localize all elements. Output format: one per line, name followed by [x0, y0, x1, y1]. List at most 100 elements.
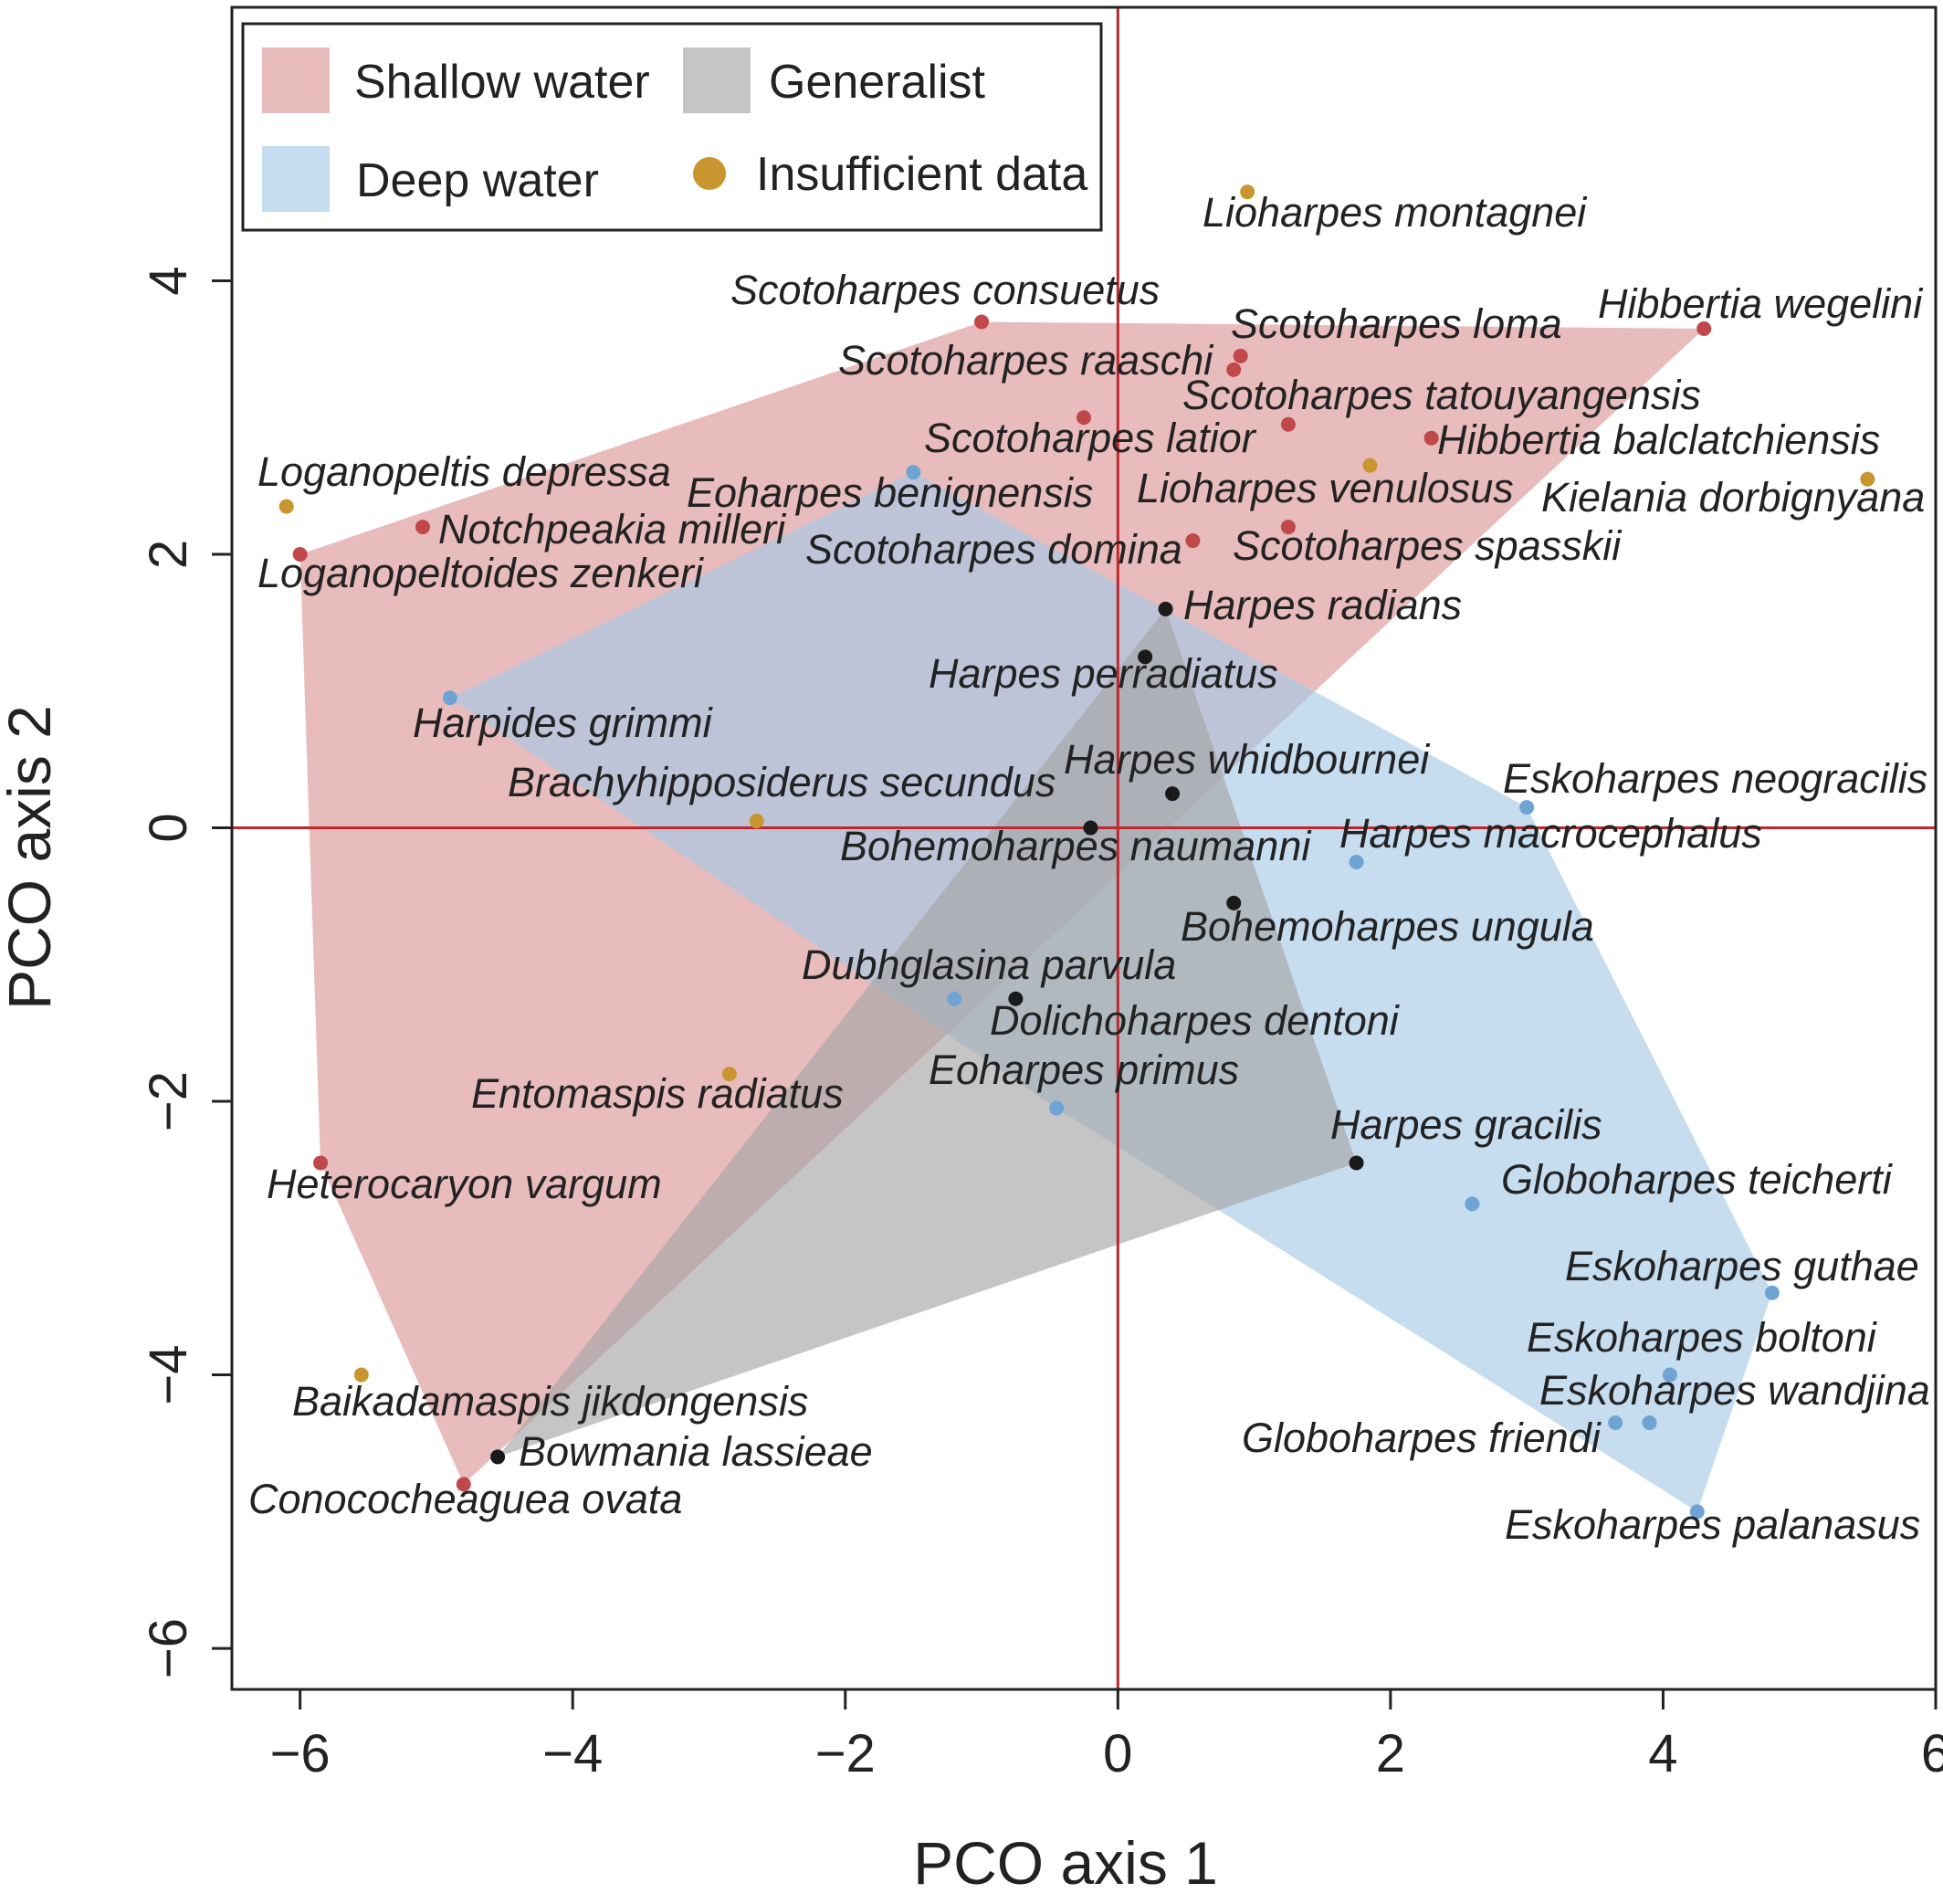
legend-swatch-insufficient	[693, 157, 726, 190]
label-lioharpes-montagnei: Lioharpes montagnei	[1203, 189, 1588, 236]
point-hibbertia-balclatchiensis	[1423, 430, 1439, 446]
label-bohemoharpes-ungula: Bohemoharpes ungula	[1181, 903, 1594, 950]
x-tick-label: 6	[1921, 1724, 1943, 1783]
x-tick-label: 4	[1648, 1724, 1677, 1783]
plot-frame	[230, 5, 1938, 1691]
label-hibbertia-balclatchiensis: Hibbertia balclatchiensis	[1437, 416, 1880, 463]
point-dubhglasina-parvula	[947, 991, 962, 1006]
legend-swatch-generalist	[683, 47, 751, 113]
y-tick-label: 0	[139, 813, 198, 842]
label-lioharpes-venulosus: Lioharpes venulosus	[1137, 465, 1514, 511]
point-scotoharpes-loma	[1233, 348, 1248, 363]
point-conococheaguea-ovata	[456, 1477, 471, 1492]
y-tick-label: −6	[139, 1618, 198, 1678]
point-harpes-gracilis	[1349, 1155, 1364, 1171]
point-scotoharpes-spasskii	[1280, 520, 1296, 535]
label-harpes-gracilis: Harpes gracilis	[1330, 1101, 1602, 1148]
label-globoharpes-friendi: Globoharpes friendi	[1242, 1415, 1602, 1461]
point-loganopeltoides-zenkeri	[292, 547, 308, 563]
label-scotoharpes-loma: Scotoharpes loma	[1231, 300, 1562, 347]
label-eoharpes-benignensis: Eoharpes benignensis	[687, 469, 1093, 516]
x-tick-label: 0	[1103, 1724, 1132, 1783]
legend-label-insufficient: Insufficient data	[756, 148, 1087, 201]
label-baikadamaspis-jikdongensis: Baikadamaspis jikdongensis	[292, 1378, 808, 1425]
label-notchpeakia-milleri: Notchpeakia milleri	[438, 506, 787, 552]
label-eoharpes-primus: Eoharpes primus	[929, 1047, 1239, 1093]
point-heterocaryon-vargum	[313, 1155, 329, 1171]
point-brachyhipposiderus-secundus	[749, 814, 764, 829]
point-kielania-dorbignyana	[1860, 471, 1875, 487]
label-bowmania-lassieae: Bowmania lassieae	[519, 1428, 873, 1475]
point-bohemoharpes-naumanni	[1083, 820, 1098, 836]
label-eskoharpes-palanasus: Eskoharpes palanasus	[1505, 1501, 1920, 1548]
point-bohemoharpes-ungula	[1226, 895, 1242, 910]
point-lioharpes-montagnei	[1240, 184, 1255, 200]
label-loganopeltis-depressa: Loganopeltis depressa	[257, 448, 671, 495]
y-axis-title: PCO axis 2	[0, 705, 63, 1010]
legend-swatch-shallow	[262, 47, 330, 113]
point-labels: Lioharpes montagnei Scotoharpes consuetus…	[248, 189, 1930, 1548]
point-scotoharpes-raaschi	[1226, 362, 1242, 377]
x-tick-label: −6	[270, 1724, 331, 1783]
point-entomaspis-radiatus	[721, 1067, 737, 1082]
point-eskoharpes-guthae	[1764, 1285, 1780, 1300]
data-points	[278, 184, 1875, 1520]
label-scotoharpes-consuetus: Scotoharpes consuetus	[730, 267, 1160, 313]
point-harpes-whidbournei	[1165, 786, 1181, 802]
label-eskoharpes-boltoni: Eskoharpes boltoni	[1527, 1314, 1878, 1361]
legend: Shallow water Generalist Deep water Insuffi…	[241, 22, 1103, 232]
x-tick-label: 2	[1376, 1724, 1405, 1783]
point-lioharpes-venulosus	[1362, 458, 1378, 473]
label-kielania-dorbignyana: Kielania dorbignyana	[1541, 474, 1925, 521]
label-eskoharpes-neogracilis: Eskoharpes neogracilis	[1503, 755, 1927, 802]
label-dubhglasina-parvula: Dubhglasina parvula	[802, 941, 1176, 988]
label-harpes-whidbournei: Harpes whidbournei	[1064, 736, 1431, 783]
point-harpes-radians	[1158, 601, 1173, 616]
point-scotoharpes-consuetus	[974, 314, 990, 330]
legend-label-generalist: Generalist	[769, 56, 986, 109]
point-globoharpes-friendi	[1608, 1415, 1623, 1430]
point-eskoharpes-neogracilis	[1519, 800, 1535, 815]
label-bohemoharpes-naumanni: Bohemoharpes naumanni	[840, 823, 1312, 869]
label-loganopeltoides-zenkeri: Loganopeltoides zenkeri	[257, 550, 705, 596]
point-notchpeakia-milleri	[415, 520, 430, 535]
legend-box	[241, 22, 1103, 232]
label-entomaspis-radiatus: Entomaspis radiatus	[471, 1070, 844, 1117]
group-hulls	[299, 321, 1772, 1512]
y-tick-label: −2	[139, 1071, 198, 1131]
axes: −6 −4 −2 0 2 4 6 −6 −4 −2 0 2 4	[139, 266, 1943, 1783]
x-tick-label: −4	[542, 1724, 603, 1783]
y-tick-label: −4	[139, 1344, 198, 1404]
y-tick-label: 4	[139, 266, 198, 295]
legend-label-shallow: Shallow water	[354, 56, 650, 109]
point-globoharpes-teicherti	[1465, 1196, 1480, 1212]
label-globoharpes-teicherti: Globoharpes teicherti	[1501, 1156, 1894, 1203]
point-dolichoharpes-dentoni	[1008, 991, 1024, 1006]
label-harpes-macrocephalus: Harpes macrocephalus	[1339, 810, 1762, 857]
point-scotoharpes-domina	[1185, 533, 1201, 549]
hull-generalist	[498, 608, 1357, 1457]
point-eskoharpes-wandjina	[1642, 1415, 1657, 1430]
point-harpides-grimmi	[442, 690, 457, 706]
label-scotoharpes-spasskii: Scotoharpes spasskii	[1233, 522, 1623, 569]
point-baikadamaspis-jikdongensis	[353, 1367, 369, 1383]
label-harpes-radians: Harpes radians	[1183, 582, 1462, 628]
point-eskoharpes-boltoni	[1662, 1367, 1677, 1383]
label-hibbertia-wegelini: Hibbertia wegelini	[1598, 280, 1924, 327]
point-hibbertia-wegelini	[1696, 321, 1712, 336]
point-bowmania-lassieae	[490, 1449, 506, 1465]
x-axis-title: PCO axis 1	[913, 1829, 1218, 1897]
point-loganopeltis-depressa	[278, 499, 294, 514]
label-heterocaryon-vargum: Heterocaryon vargum	[267, 1161, 662, 1207]
label-eskoharpes-wandjina: Eskoharpes wandjina	[1539, 1367, 1930, 1414]
label-harpides-grimmi: Harpides grimmi	[413, 700, 714, 746]
point-eoharpes-benignensis	[906, 465, 921, 480]
label-scotoharpes-domina: Scotoharpes domina	[805, 526, 1182, 573]
label-eskoharpes-guthae: Eskoharpes guthae	[1565, 1243, 1919, 1289]
point-harpes-macrocephalus	[1349, 854, 1364, 869]
x-tick-label: −2	[815, 1724, 876, 1783]
point-harpes-perradiatus	[1138, 649, 1153, 665]
label-conococheaguea-ovata: Conococheaguea ovata	[248, 1476, 682, 1522]
label-dolichoharpes-dentoni: Dolichoharpes dentoni	[990, 997, 1401, 1044]
